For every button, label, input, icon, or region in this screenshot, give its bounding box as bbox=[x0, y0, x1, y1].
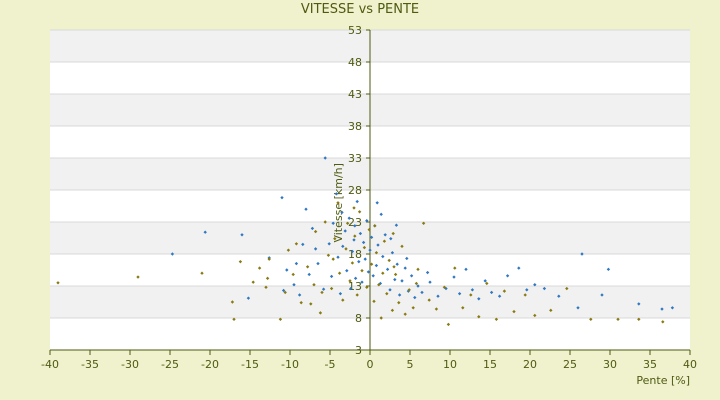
data-point-series-1 bbox=[358, 231, 363, 236]
data-point-series-2 bbox=[333, 236, 337, 241]
data-point-series-2 bbox=[136, 275, 140, 279]
y-tick-label: 48 bbox=[348, 56, 362, 69]
data-point-series-1 bbox=[341, 244, 345, 249]
x-axis-title: Pente [%] bbox=[636, 374, 690, 387]
data-point-series-2 bbox=[353, 234, 357, 238]
data-point-series-2 bbox=[362, 245, 367, 250]
x-tick-label: 5 bbox=[407, 358, 414, 371]
x-tick-label: 15 bbox=[483, 358, 497, 371]
data-point-series-1 bbox=[670, 306, 675, 310]
y-tick-label: 8 bbox=[355, 312, 362, 325]
data-point-series-2 bbox=[512, 309, 516, 314]
data-point-series-2 bbox=[251, 280, 255, 284]
x-tick-label: -40 bbox=[41, 358, 59, 371]
x-tick-label: -20 bbox=[201, 358, 219, 371]
y-tick-label: 13 bbox=[348, 280, 362, 293]
x-tick-label: 35 bbox=[643, 358, 657, 371]
data-point-series-1 bbox=[350, 249, 355, 254]
data-point-series-2 bbox=[230, 300, 235, 304]
x-tick-label: 40 bbox=[683, 358, 697, 371]
data-point-series-1 bbox=[394, 223, 399, 227]
data-point-series-1 bbox=[660, 307, 664, 311]
data-point-series-1 bbox=[390, 251, 395, 255]
data-point-series-2 bbox=[200, 271, 204, 275]
data-point-series-2 bbox=[326, 253, 331, 257]
data-point-series-1 bbox=[246, 296, 251, 300]
x-tick-label: -25 bbox=[161, 358, 179, 371]
data-point-series-1 bbox=[576, 306, 580, 310]
data-point-series-2 bbox=[286, 248, 291, 252]
data-point-series-2 bbox=[238, 259, 243, 264]
y-tick-label: 38 bbox=[348, 120, 362, 133]
data-point-series-2 bbox=[294, 242, 299, 246]
data-point-series-1 bbox=[580, 252, 584, 256]
data-point-series-2 bbox=[637, 317, 641, 321]
x-tick-label: 30 bbox=[603, 358, 617, 371]
data-point-series-2 bbox=[373, 224, 377, 228]
x-tick-label: 25 bbox=[563, 358, 577, 371]
data-point-series-1 bbox=[637, 302, 641, 306]
data-point-series-1 bbox=[240, 233, 244, 237]
y-tick-label: 28 bbox=[348, 184, 362, 197]
chart-title: VITESSE vs PENTE bbox=[300, 2, 420, 17]
data-point-series-2 bbox=[589, 317, 593, 321]
data-point-series-2 bbox=[549, 308, 553, 313]
data-point-series-1 bbox=[389, 236, 393, 241]
data-point-series-1 bbox=[381, 254, 385, 259]
data-point-series-1 bbox=[170, 252, 175, 256]
x-tick-label: -15 bbox=[241, 358, 259, 371]
data-point-series-1 bbox=[533, 283, 537, 287]
data-point-series-2 bbox=[232, 317, 236, 321]
data-point-series-1 bbox=[365, 219, 369, 223]
data-point-series-2 bbox=[374, 251, 379, 255]
data-point-series-1 bbox=[301, 242, 305, 247]
data-point-series-2 bbox=[382, 239, 387, 243]
y-tick-label: 18 bbox=[348, 248, 362, 261]
data-point-series-2 bbox=[565, 286, 569, 291]
data-point-series-1 bbox=[310, 226, 315, 231]
y-tick-label: 53 bbox=[348, 24, 362, 37]
x-tick-label: 20 bbox=[523, 358, 537, 371]
data-point-series-2 bbox=[533, 313, 537, 318]
x-tick-label: 0 bbox=[367, 358, 374, 371]
y-tick-label: 3 bbox=[355, 344, 362, 357]
y-tick-label: 33 bbox=[348, 152, 362, 165]
y-tick-label: 43 bbox=[348, 88, 362, 101]
x-tick-label: 10 bbox=[443, 358, 457, 371]
data-point-series-1 bbox=[542, 286, 547, 291]
y-tick-label: 23 bbox=[348, 216, 362, 229]
data-point-series-2 bbox=[616, 317, 620, 321]
x-tick-label: -35 bbox=[81, 358, 99, 371]
data-point-series-1 bbox=[353, 224, 357, 228]
x-tick-label: -5 bbox=[325, 358, 336, 371]
data-point-series-2 bbox=[56, 281, 60, 285]
data-point-series-1 bbox=[334, 192, 339, 196]
x-tick-label: -10 bbox=[281, 358, 299, 371]
x-tick-label: -30 bbox=[121, 358, 139, 371]
